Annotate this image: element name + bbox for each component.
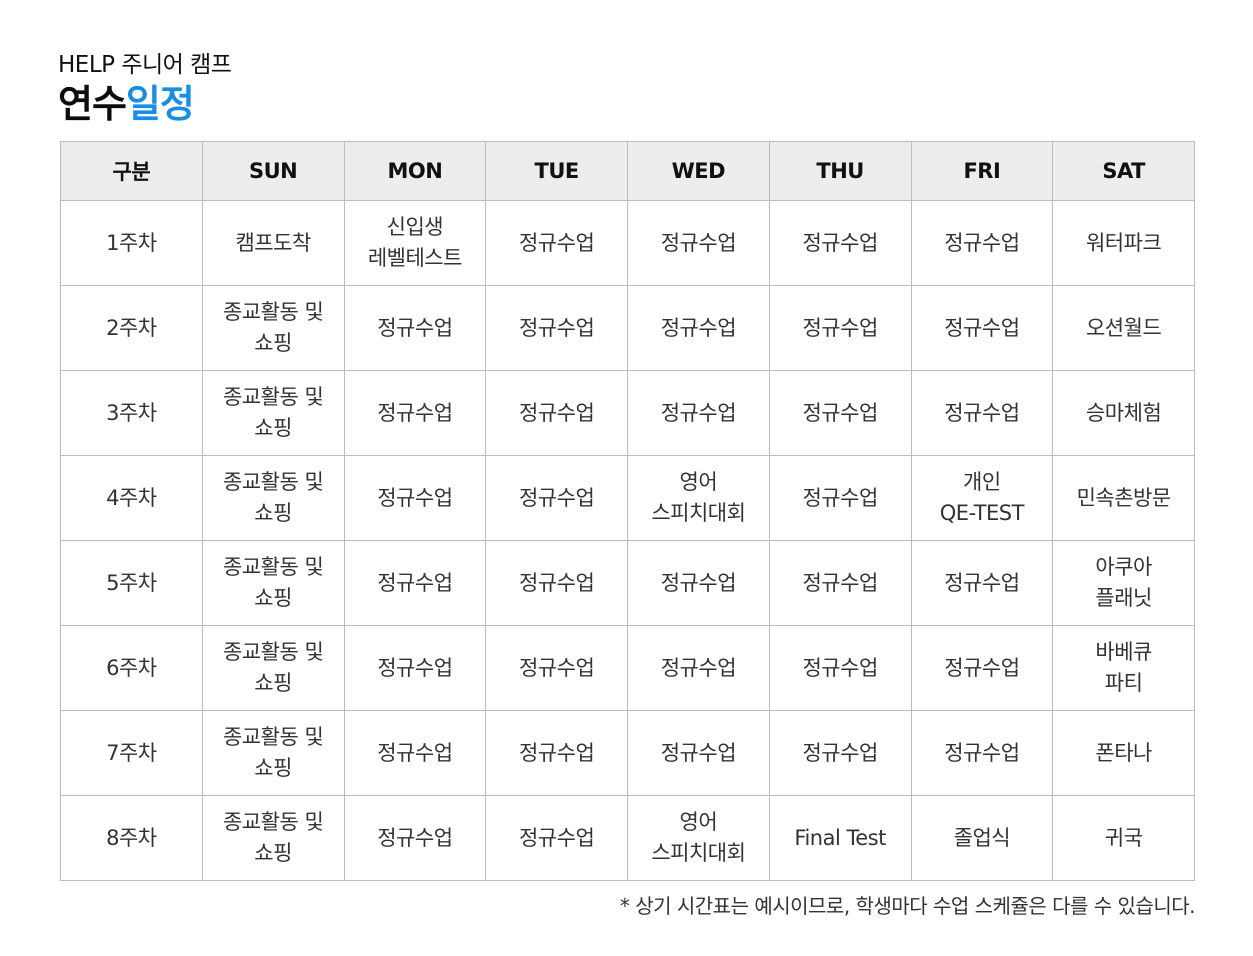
table-cell: 정규수업 — [627, 200, 770, 286]
table-cell: 종교활동 및 쇼핑 — [201, 370, 345, 456]
table-cell: 정규수업 — [768, 285, 912, 371]
table-cell: 정규수업 — [910, 625, 1054, 711]
table-cell: 정규수업 — [910, 540, 1054, 626]
table-row-week-5: 5주차 종교활동 및 쇼핑 정규수업 정규수업 정규수업 정규수업 정규수업 아… — [60, 540, 1195, 626]
table-cell: 종교활동 및 쇼핑 — [201, 285, 345, 371]
table-cell: 워터파크 — [1052, 200, 1195, 286]
table-cell: 정규수업 — [485, 625, 628, 711]
column-header-tue: TUE — [485, 141, 628, 201]
column-header-category: 구분 — [60, 141, 203, 201]
table-cell: 종교활동 및 쇼핑 — [201, 625, 345, 711]
table-cell: 정규수업 — [485, 455, 628, 541]
table-cell: 캠프도착 — [201, 200, 345, 286]
table-cell: 졸업식 — [910, 795, 1054, 881]
column-header-sun: SUN — [201, 141, 345, 201]
table-cell: 정규수업 — [485, 795, 628, 881]
week-label-cell: 8주차 — [60, 795, 203, 881]
table-cell: 종교활동 및 쇼핑 — [201, 540, 345, 626]
table-cell: 정규수업 — [910, 200, 1054, 286]
table-cell: 정규수업 — [343, 540, 487, 626]
table-cell: 정규수업 — [768, 455, 912, 541]
table-cell: 귀국 — [1052, 795, 1195, 881]
table-row-week-7: 7주차 종교활동 및 쇼핑 정규수업 정규수업 정규수업 정규수업 정규수업 폰… — [60, 710, 1195, 796]
table-cell: 폰타나 — [1052, 710, 1195, 796]
column-header-wed: WED — [627, 141, 770, 201]
table-cell: 정규수업 — [343, 370, 487, 456]
table-cell: 정규수업 — [910, 285, 1054, 371]
table-cell: 정규수업 — [343, 625, 487, 711]
table-cell: 정규수업 — [768, 200, 912, 286]
table-cell: 영어 스피치대회 — [627, 795, 770, 881]
table-cell: 정규수업 — [768, 625, 912, 711]
table-cell: Final Test — [768, 795, 912, 881]
table-cell: 오션월드 — [1052, 285, 1195, 371]
table-cell: 정규수업 — [485, 200, 628, 286]
table-row-week-8: 8주차 종교활동 및 쇼핑 정규수업 정규수업 영어 스피치대회 Final T… — [60, 795, 1195, 881]
schedule-table: 구분 SUN MON TUE WED THU FRI SAT 1주차 캠프도착 … — [60, 141, 1195, 881]
week-label-cell: 2주차 — [60, 285, 203, 371]
table-cell: 정규수업 — [627, 540, 770, 626]
table-cell: 정규수업 — [343, 795, 487, 881]
table-cell: 정규수업 — [343, 710, 487, 796]
table-cell: 정규수업 — [768, 710, 912, 796]
table-cell: 정규수업 — [485, 540, 628, 626]
week-label-cell: 6주차 — [60, 625, 203, 711]
table-row-week-3: 3주차 종교활동 및 쇼핑 정규수업 정규수업 정규수업 정규수업 정규수업 승… — [60, 370, 1195, 456]
table-cell: 개인 QE-TEST — [910, 455, 1054, 541]
table-cell: 바베큐 파티 — [1052, 625, 1195, 711]
table-cell: 정규수업 — [485, 370, 628, 456]
table-cell: 정규수업 — [910, 710, 1054, 796]
table-cell: 정규수업 — [485, 710, 628, 796]
table-cell: 종교활동 및 쇼핑 — [201, 455, 345, 541]
table-cell: 정규수업 — [343, 285, 487, 371]
table-row-week-6: 6주차 종교활동 및 쇼핑 정규수업 정규수업 정규수업 정규수업 정규수업 바… — [60, 625, 1195, 711]
title-part-2: 일정 — [125, 82, 195, 126]
table-row-week-4: 4주차 종교활동 및 쇼핑 정규수업 정규수업 영어 스피치대회 정규수업 개인… — [60, 455, 1195, 541]
column-header-thu: THU — [768, 141, 912, 201]
table-cell: 정규수업 — [910, 370, 1054, 456]
table-cell: 정규수업 — [627, 625, 770, 711]
title-part-1: 연수 — [58, 82, 127, 126]
column-header-sat: SAT — [1052, 141, 1195, 201]
page-title: 연수일정 — [58, 82, 231, 126]
table-cell: 영어 스피치대회 — [627, 455, 770, 541]
table-cell: 종교활동 및 쇼핑 — [201, 795, 345, 881]
schedule-disclaimer: * 상기 시간표는 예시이므로, 학생마다 수업 스케쥴은 다를 수 있습니다. — [619, 894, 1196, 918]
table-cell: 정규수업 — [343, 455, 487, 541]
week-label-cell: 4주차 — [60, 455, 203, 541]
table-cell: 정규수업 — [627, 370, 770, 456]
table-cell: 정규수업 — [627, 285, 770, 371]
column-header-mon: MON — [343, 141, 487, 201]
week-label-cell: 7주차 — [60, 710, 203, 796]
column-header-fri: FRI — [910, 141, 1054, 201]
week-label-cell: 1주차 — [60, 200, 203, 286]
table-header-row: 구분 SUN MON TUE WED THU FRI SAT — [60, 141, 1195, 201]
table-row-week-1: 1주차 캠프도착 신입생 레벨테스트 정규수업 정규수업 정규수업 정규수업 워… — [60, 200, 1195, 286]
table-cell: 정규수업 — [627, 710, 770, 796]
table-cell: 종교활동 및 쇼핑 — [201, 710, 345, 796]
week-label-cell: 3주차 — [60, 370, 203, 456]
camp-subtitle: HELP 주니어 캠프 — [58, 52, 232, 78]
page-header: HELP 주니어 캠프 연수일정 — [58, 50, 232, 126]
table-cell: 정규수업 — [768, 370, 912, 456]
table-cell: 승마체험 — [1052, 370, 1195, 456]
table-cell: 신입생 레벨테스트 — [343, 200, 487, 286]
table-cell: 민속촌방문 — [1052, 455, 1195, 541]
table-cell: 정규수업 — [485, 285, 628, 371]
table-cell: 정규수업 — [768, 540, 912, 626]
week-label-cell: 5주차 — [60, 540, 203, 626]
table-cell: 아쿠아 플래닛 — [1052, 540, 1195, 626]
table-row-week-2: 2주차 종교활동 및 쇼핑 정규수업 정규수업 정규수업 정규수업 정규수업 오… — [60, 285, 1195, 371]
